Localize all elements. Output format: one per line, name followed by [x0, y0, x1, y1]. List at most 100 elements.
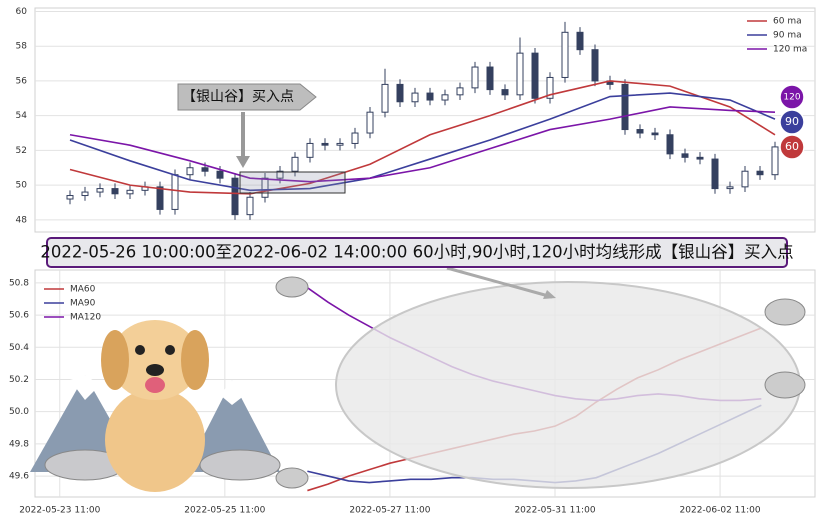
- legend-label: MA90: [70, 299, 96, 309]
- ma-line: [69, 92, 776, 192]
- ingot: [275, 467, 309, 489]
- dog-ear: [181, 330, 209, 390]
- candle-body: [531, 52, 539, 99]
- ma-line: [69, 80, 776, 195]
- candle-body: [126, 189, 134, 195]
- candle-body: [621, 83, 629, 131]
- ma-badge-label: 60: [785, 140, 799, 153]
- candle-body: [696, 156, 704, 160]
- candle-body: [276, 170, 284, 179]
- candle-body: [681, 153, 689, 158]
- dog-ear: [101, 330, 129, 390]
- top-plot-frame: [34, 7, 816, 233]
- ma-badge-label: 120: [783, 93, 800, 103]
- legend-label: 60 ma: [773, 17, 802, 27]
- y-tick-label: 50: [16, 181, 28, 191]
- candle-body: [381, 83, 389, 113]
- y-tick-label: 50.6: [9, 311, 29, 321]
- candle-body: [306, 142, 314, 158]
- candle-body: [291, 156, 299, 172]
- legend-label: 90 ma: [773, 31, 802, 41]
- highlight-ellipse: [335, 281, 801, 489]
- candle-body: [456, 87, 464, 96]
- annotation-arrow: [177, 83, 317, 111]
- candle-body: [771, 146, 779, 176]
- y-tick-label: 56: [16, 76, 28, 86]
- candle-body: [441, 94, 449, 101]
- y-tick-label: 50.0: [9, 407, 29, 417]
- y-tick-label: 60: [16, 7, 28, 17]
- ingot: [764, 298, 806, 326]
- candle-body: [471, 66, 479, 89]
- candle-body: [396, 83, 404, 103]
- legend-label: MA60: [70, 285, 96, 295]
- candle-body: [726, 186, 734, 190]
- ma-badge: [779, 109, 805, 135]
- legend-label: 120 ma: [773, 45, 807, 55]
- legend-label: MA120: [70, 313, 101, 323]
- candle-body: [156, 186, 164, 210]
- candle-body: [501, 89, 509, 96]
- ma-badge: [779, 84, 805, 110]
- y-tick-label: 54: [16, 111, 28, 121]
- y-tick-label: 49.8: [9, 439, 29, 449]
- candle-body: [516, 52, 524, 96]
- y-tick-label: 48: [16, 215, 28, 225]
- dog-nose: [146, 364, 164, 376]
- candle-body: [186, 167, 194, 176]
- snow: [220, 380, 245, 405]
- y-tick-label: 58: [16, 42, 28, 52]
- candle-body: [81, 191, 89, 197]
- candle-body: [576, 31, 584, 51]
- ingot: [764, 371, 806, 399]
- candle-body: [171, 174, 179, 210]
- decoration: [30, 83, 806, 492]
- candle-body: [561, 31, 569, 78]
- candle-body: [546, 76, 554, 99]
- candle-body: [261, 177, 269, 198]
- candle-body: [246, 196, 254, 216]
- snow: [70, 375, 100, 400]
- candle-body: [411, 92, 419, 103]
- dog-head: [110, 320, 200, 400]
- y-tick-label: 49.6: [9, 472, 29, 482]
- candle-body: [111, 188, 119, 195]
- annotation-pointer-head: [236, 156, 250, 168]
- banner-title: 2022-05-26 10:00:00至2022-06-02 14:00:00 …: [40, 243, 793, 262]
- candle-body: [486, 66, 494, 91]
- candle-body: [351, 132, 359, 144]
- dog-tongue: [145, 377, 165, 393]
- pointer-arrow-head: [543, 290, 556, 299]
- candle-body: [426, 92, 434, 101]
- candle-body: [741, 170, 749, 188]
- x-tick-label: 2022-06-02 11:00: [680, 506, 761, 516]
- x-tick-label: 2022-05-25 11:00: [184, 506, 265, 516]
- candle-body: [651, 132, 659, 136]
- candle-body: [336, 142, 344, 146]
- candle-body: [96, 188, 104, 193]
- candle-body: [366, 111, 374, 134]
- dog-eye: [165, 345, 175, 355]
- pointer-arrow: [446, 266, 553, 299]
- candle-body: [756, 170, 764, 176]
- candle-body: [666, 134, 674, 155]
- x-tick-label: 2022-05-23 11:00: [19, 506, 100, 516]
- x-tick-label: 2022-05-27 11:00: [349, 506, 430, 516]
- dog-body: [105, 388, 205, 492]
- x-tick-label: 2022-05-31 11:00: [514, 506, 595, 516]
- y-tick-label: 52: [16, 146, 27, 156]
- ma-badge-label: 90: [785, 115, 799, 128]
- banner: [46, 237, 788, 268]
- candle-body: [636, 129, 644, 134]
- ma-line: [69, 106, 776, 183]
- ma-badge: [779, 134, 805, 160]
- candle-body: [321, 142, 329, 146]
- mountain: [185, 380, 280, 472]
- candle-body: [711, 158, 719, 190]
- annotation: 【银山谷】买入点: [182, 89, 294, 105]
- signal-box: [239, 171, 346, 194]
- candle-body: [66, 195, 74, 200]
- ingot: [199, 449, 281, 481]
- y-tick-label: 50.2: [9, 375, 29, 385]
- ingot: [275, 276, 309, 298]
